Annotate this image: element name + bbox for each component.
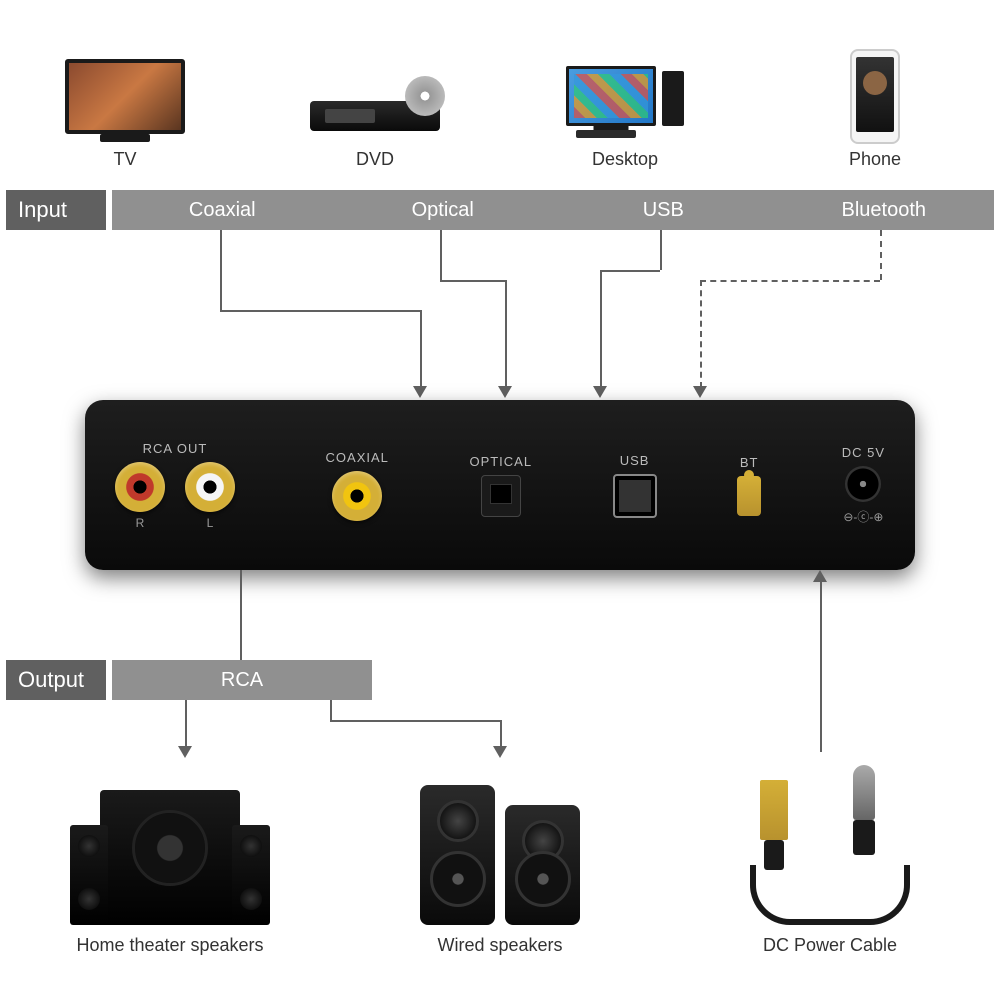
arrow-out-1 <box>178 746 192 758</box>
diagram-container: TV DVD Desktop Phone Input Coaxial Optic… <box>0 0 1000 1000</box>
line-bt-3 <box>700 280 702 388</box>
wired-speakers-icon <box>410 760 590 925</box>
line-opt-2 <box>440 280 505 282</box>
optical-port <box>481 475 521 517</box>
input-bluetooth: Bluetooth <box>774 199 995 222</box>
line-rca-out <box>240 570 242 660</box>
line-usb-3 <box>600 270 602 388</box>
dvd-label: DVD <box>356 149 394 170</box>
desktop-icon <box>566 66 684 126</box>
arrow-dc <box>813 570 827 582</box>
output-rca: RCA <box>112 669 372 692</box>
line-out-2a <box>330 700 332 720</box>
device-tv: TV <box>60 51 190 170</box>
optical-label: OPTICAL <box>469 454 532 469</box>
bt-port <box>737 476 761 516</box>
usb-label: USB <box>620 453 650 468</box>
line-out-2c <box>500 720 502 748</box>
line-usb-1 <box>660 230 662 270</box>
line-usb-2 <box>600 270 660 272</box>
line-opt-3 <box>505 280 507 388</box>
desktop-label: Desktop <box>592 149 658 170</box>
ws-label: Wired speakers <box>437 935 562 956</box>
device-phone: Phone <box>810 51 940 170</box>
output-options-bar: RCA <box>112 660 372 700</box>
device-desktop: Desktop <box>560 51 690 170</box>
output-devices-row: Home theater speakers Wired speakers DC … <box>0 760 1000 980</box>
dvd-icon <box>310 101 440 131</box>
tv-label: TV <box>113 149 136 170</box>
coaxial-label: COAXIAL <box>326 450 389 465</box>
line-coax-2 <box>220 310 420 312</box>
input-usb: USB <box>553 199 774 222</box>
coaxial-port <box>332 471 382 521</box>
rca-r-label: R <box>136 516 145 530</box>
rca-l-label: L <box>207 516 214 530</box>
usb-port <box>613 474 657 518</box>
phone-label: Phone <box>849 149 901 170</box>
phone-icon <box>850 49 900 144</box>
source-devices-row: TV DVD Desktop Phone <box>0 30 1000 170</box>
input-coaxial: Coaxial <box>112 199 333 222</box>
line-coax-1 <box>220 230 222 310</box>
arrow-out-2 <box>493 746 507 758</box>
line-out-1 <box>185 700 187 748</box>
tv-icon <box>65 59 185 134</box>
rca-out-label: RCA OUT <box>143 441 208 456</box>
pc-label: DC Power Cable <box>763 935 897 956</box>
arrow-coax <box>413 386 427 398</box>
rca-l-port <box>185 462 235 512</box>
rca-r-port <box>115 462 165 512</box>
device-dvd: DVD <box>310 51 440 170</box>
device-wired-speakers: Wired speakers <box>410 760 590 956</box>
device-home-theater: Home theater speakers <box>70 760 270 956</box>
dc-port <box>845 466 881 502</box>
audio-device-box: RCA OUT R L COAXIAL OPTICAL USB <box>85 400 915 570</box>
line-coax-3 <box>420 310 422 388</box>
input-section-label: Input <box>6 190 106 230</box>
power-cable-icon <box>730 760 930 925</box>
line-bt-1 <box>880 230 882 280</box>
input-options-bar: Coaxial Optical USB Bluetooth <box>112 190 994 230</box>
line-bt-2 <box>700 280 880 282</box>
arrow-usb <box>593 386 607 398</box>
device-power-cable: DC Power Cable <box>730 760 930 956</box>
line-dc <box>820 582 822 752</box>
ht-label: Home theater speakers <box>76 935 263 956</box>
line-out-2b <box>330 720 500 722</box>
line-opt-1 <box>440 230 442 280</box>
bt-label: BT <box>740 455 759 470</box>
dc-label: DC 5V <box>842 445 885 460</box>
home-theater-icon <box>70 760 270 925</box>
output-section-label: Output <box>6 660 106 700</box>
arrow-bt <box>693 386 707 398</box>
input-optical: Optical <box>333 199 554 222</box>
dc-polarity: ⊖-ⓒ-⊕ <box>843 508 883 525</box>
arrow-opt <box>498 386 512 398</box>
